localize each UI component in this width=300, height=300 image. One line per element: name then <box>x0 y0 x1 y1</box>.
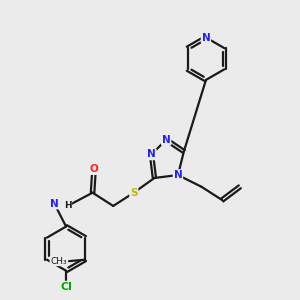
Text: N: N <box>162 135 171 145</box>
Text: N: N <box>202 32 210 43</box>
Text: O: O <box>90 164 98 174</box>
Text: N: N <box>147 149 156 159</box>
Text: S: S <box>130 188 138 198</box>
Text: N: N <box>50 199 59 208</box>
Text: CH₃: CH₃ <box>50 257 67 266</box>
Text: H: H <box>64 201 71 210</box>
Text: N: N <box>174 170 182 180</box>
Text: Cl: Cl <box>60 282 72 292</box>
